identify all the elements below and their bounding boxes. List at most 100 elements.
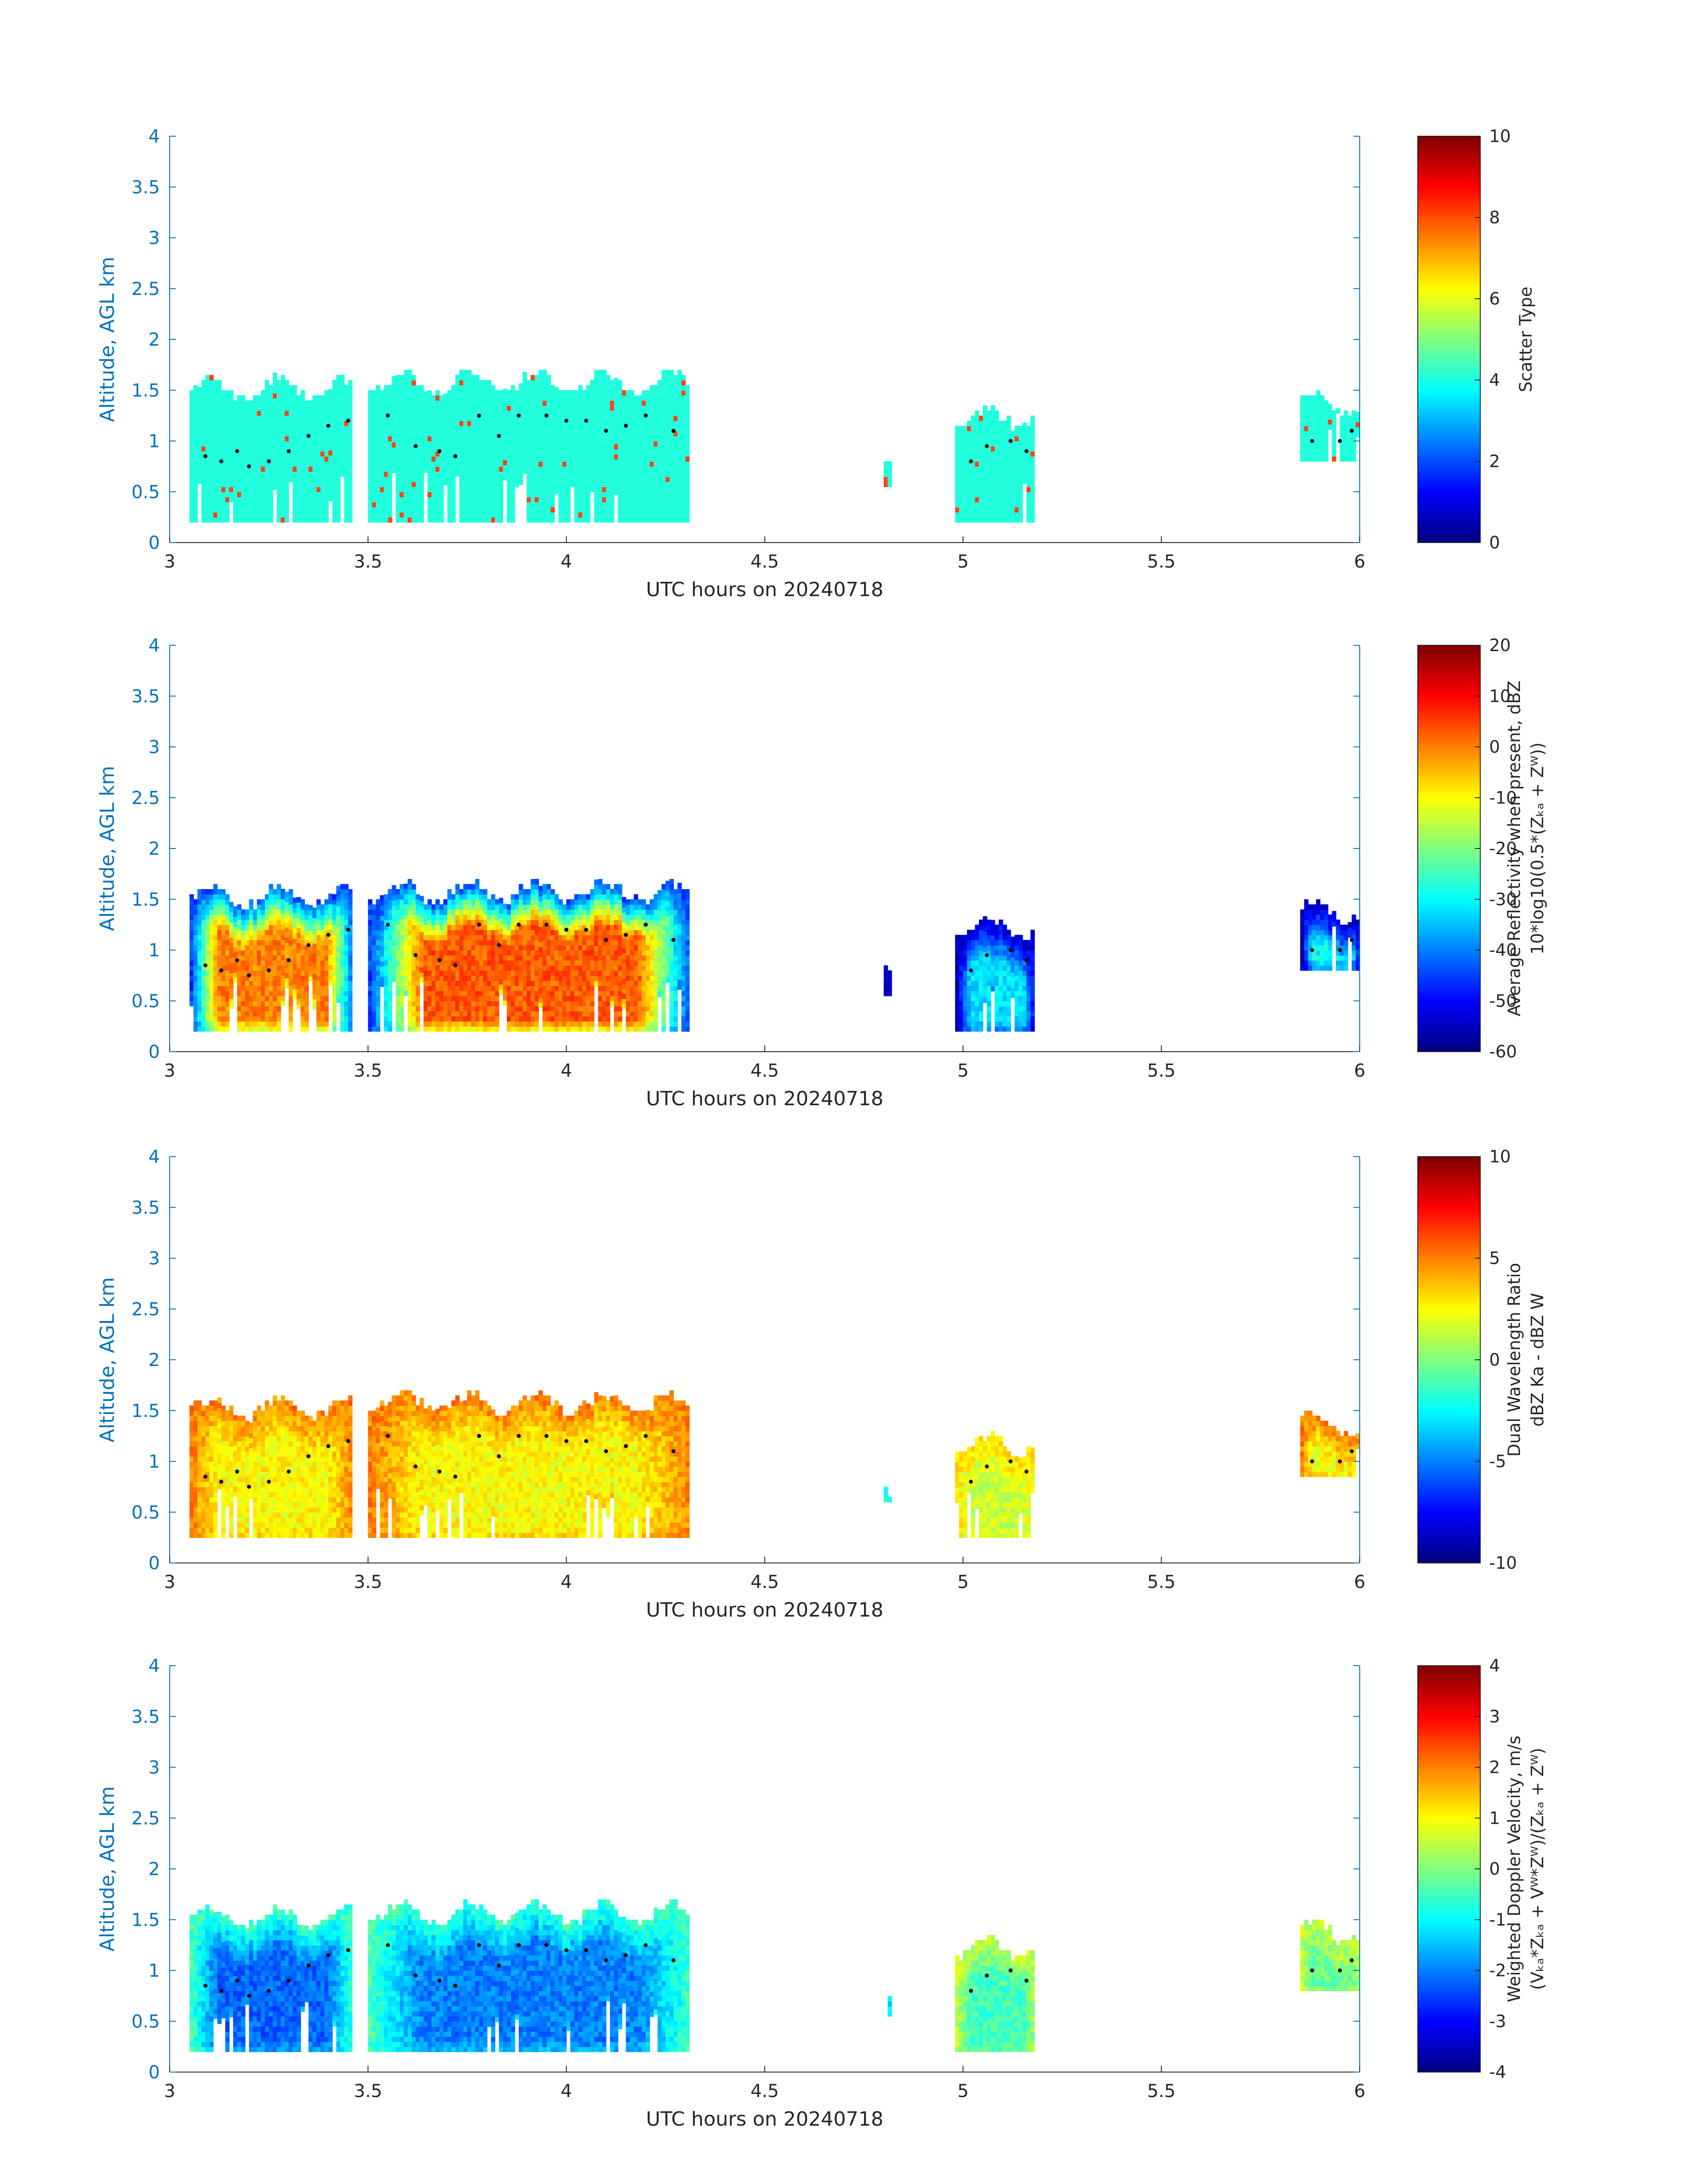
heatmap-cell — [618, 486, 622, 493]
heatmap-cell — [205, 512, 210, 518]
heatmap-cell — [280, 934, 285, 940]
heatmap-cell — [499, 410, 503, 416]
heatmap-cell — [661, 400, 666, 406]
heatmap-cell — [419, 507, 424, 513]
colorbar-swatch — [1418, 285, 1480, 289]
colorbar-swatch — [1418, 164, 1480, 168]
heatmap-cell — [550, 410, 555, 416]
heatmap-cell — [336, 972, 341, 978]
heatmap-cell — [507, 512, 511, 518]
heatmap-cell — [213, 456, 218, 462]
heatmap-cell — [1312, 426, 1317, 431]
heatmap-cell — [959, 466, 964, 472]
heatmap-cell — [305, 481, 309, 487]
heatmap-cell — [1332, 446, 1336, 452]
heatmap-cell — [229, 953, 234, 958]
heatmap-cell — [312, 958, 317, 964]
heatmap-cell — [316, 930, 321, 936]
heatmap-cell — [439, 405, 444, 411]
heatmap-cell — [284, 395, 289, 401]
heatmap-cell — [550, 497, 555, 502]
heatmap-cell — [646, 390, 650, 396]
heatmap-cell — [518, 414, 523, 419]
heatmap-cell — [983, 436, 987, 442]
heatmap-cell — [312, 486, 317, 493]
heatmap-cell — [237, 919, 242, 925]
colorbar-swatch — [1418, 361, 1480, 365]
heatmap-cell — [269, 1016, 273, 1022]
heatmap-cell — [610, 441, 614, 447]
heatmap-cell — [665, 476, 670, 482]
heatmap-cell — [288, 980, 293, 986]
heatmap-cell — [253, 471, 258, 477]
heatmap-cell — [661, 430, 666, 436]
heatmap-cell — [249, 980, 254, 986]
heatmap-cell — [201, 481, 206, 487]
heatmap-cell — [518, 444, 523, 450]
heatmap-cell — [427, 400, 432, 406]
heatmap-cell — [276, 410, 281, 416]
heatmap-cell — [344, 894, 349, 900]
heatmap-cell — [594, 497, 599, 502]
heatmap-cell — [566, 400, 571, 406]
heatmap-cell — [535, 446, 539, 452]
heatmap-cell — [225, 914, 230, 920]
heatmap-cell — [562, 446, 567, 452]
heatmap-cell — [305, 461, 309, 467]
heatmap-cell — [201, 380, 206, 386]
heatmap-cell — [590, 390, 595, 396]
heatmap-cell — [979, 517, 983, 523]
heatmap-cell — [273, 418, 277, 424]
heatmap-cell — [562, 430, 567, 436]
heatmap-cell — [1344, 451, 1349, 457]
heatmap-cell — [225, 451, 230, 457]
heatmap-cell — [582, 456, 587, 462]
heatmap-cell — [661, 497, 666, 502]
colorbar-swatch — [1418, 355, 1480, 359]
heatmap-cell — [1324, 441, 1328, 447]
heatmap-cell — [634, 481, 638, 487]
heatmap-cell — [606, 476, 610, 482]
heatmap-cell — [626, 497, 631, 502]
heatmap-cell — [332, 512, 337, 518]
heatmap-cell — [669, 492, 674, 497]
heatmap-cell — [431, 446, 436, 452]
heatmap-cell — [249, 930, 254, 936]
heatmap-cell — [539, 461, 543, 467]
heatmap-cell — [566, 461, 571, 467]
heatmap-cell — [539, 502, 543, 508]
heatmap-cell — [400, 421, 404, 426]
heatmap-cell — [467, 380, 472, 386]
heatmap-cell — [336, 512, 341, 518]
heatmap-cell — [193, 415, 198, 421]
heatmap-cell — [487, 436, 492, 442]
heatmap-cell — [257, 461, 262, 467]
heatmap-cell — [205, 415, 210, 421]
heatmap-cell — [535, 436, 539, 442]
colorbar-swatch — [1418, 447, 1480, 451]
heatmap-cell — [209, 390, 214, 396]
heatmap-cell — [213, 894, 218, 900]
heatmap-cell — [197, 1006, 202, 1011]
heatmap-cell — [269, 986, 273, 991]
heatmap-cell — [249, 481, 254, 487]
heatmap-cell — [566, 405, 571, 411]
heatmap-cell — [324, 461, 329, 467]
heatmap-cell — [1332, 451, 1336, 457]
heatmap-cell — [562, 436, 567, 442]
heatmap-cell — [511, 446, 515, 452]
heatmap-cell — [332, 1001, 337, 1007]
heatmap-cell — [554, 397, 559, 403]
heatmap-cell — [495, 517, 500, 523]
heatmap-cell — [265, 894, 269, 900]
colorbar-swatch — [1418, 218, 1480, 222]
heatmap-cell — [634, 456, 638, 462]
heatmap-cell — [312, 456, 317, 462]
heatmap-cell — [598, 456, 603, 462]
heatmap-cell — [471, 390, 476, 396]
heatmap-cell — [681, 390, 686, 396]
heatmap-cell — [439, 517, 444, 523]
heatmap-cell — [217, 456, 222, 462]
heatmap-cell — [316, 446, 321, 452]
heatmap-cell — [328, 954, 333, 960]
